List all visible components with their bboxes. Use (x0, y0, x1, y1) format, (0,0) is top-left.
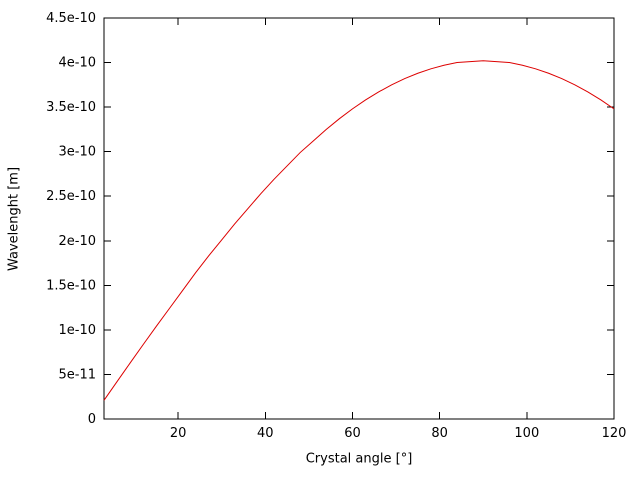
x-tick-label: 80 (431, 426, 448, 441)
y-tick-label: 3.5e-10 (46, 100, 96, 115)
y-tick-label: 2.5e-10 (46, 189, 96, 204)
series-line-wavelength (103, 60, 615, 401)
y-tick-label: 3e-10 (58, 145, 96, 160)
plot-border (103, 17, 615, 420)
x-tick-label: 40 (257, 426, 274, 441)
y-tick-label: 0 (88, 412, 96, 427)
x-tick-label: 20 (170, 426, 187, 441)
x-tick-label: 120 (602, 426, 627, 441)
y-tick-label: 2e-10 (58, 234, 96, 249)
x-axis-label: Crystal angle [°] (305, 451, 413, 467)
y-tick-label: 5e-11 (58, 367, 96, 382)
x-tick-label: 60 (344, 426, 361, 441)
y-tick-label: 1.5e-10 (46, 278, 96, 293)
y-tick-label: 4e-10 (58, 56, 96, 71)
y-tick-label: 1e-10 (58, 323, 96, 338)
y-tick-label: 4.5e-10 (46, 11, 96, 26)
x-tick-label: 100 (514, 426, 539, 441)
